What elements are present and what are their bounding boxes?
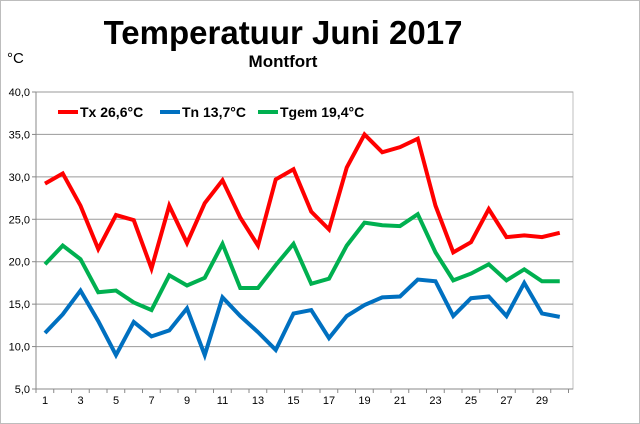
- x-tick-label: 29: [536, 395, 548, 407]
- y-tick-label: 10,0: [9, 342, 30, 354]
- y-axis-unit: °C: [7, 50, 24, 67]
- y-tick-label: 5,0: [15, 384, 30, 396]
- series-line-tn: [43, 277, 561, 362]
- x-tick-label: 21: [394, 395, 406, 407]
- x-tick-label: 23: [429, 395, 441, 407]
- x-tick-label: 27: [500, 395, 512, 407]
- chart-title: Temperatuur Juni 2017: [103, 14, 463, 51]
- x-tick-label: 17: [323, 395, 335, 407]
- plot-area: [35, 91, 574, 390]
- x-tick-label: 1: [42, 395, 48, 407]
- legend-label: Tx 26,6°C: [80, 104, 143, 120]
- x-tick-label: 19: [358, 395, 370, 407]
- x-tick-label: 13: [252, 395, 264, 407]
- y-tick-label: 40,0: [9, 87, 30, 99]
- x-tick-label: 25: [465, 395, 477, 407]
- legend-label: Tn 13,7°C: [182, 104, 246, 120]
- y-tick-label: 15,0: [9, 299, 30, 311]
- x-tick-label: 15: [287, 395, 299, 407]
- y-tick-label: 30,0: [9, 172, 30, 184]
- y-tick-label: 35,0: [9, 129, 30, 141]
- chart-subtitle: Montfort: [248, 52, 318, 71]
- x-tick-label: 7: [148, 395, 154, 407]
- y-tick-label: 25,0: [9, 214, 30, 226]
- series-line-tx: [44, 131, 561, 275]
- x-tick-label: 9: [184, 395, 190, 407]
- x-tick-label: 3: [77, 395, 83, 407]
- x-tick-label: 11: [217, 395, 228, 407]
- y-tick-label: 20,0: [9, 257, 30, 269]
- legend-label: Tgem 19,4°C: [280, 104, 364, 120]
- x-tick-label: 5: [113, 395, 119, 407]
- series-line-tgem: [43, 211, 560, 313]
